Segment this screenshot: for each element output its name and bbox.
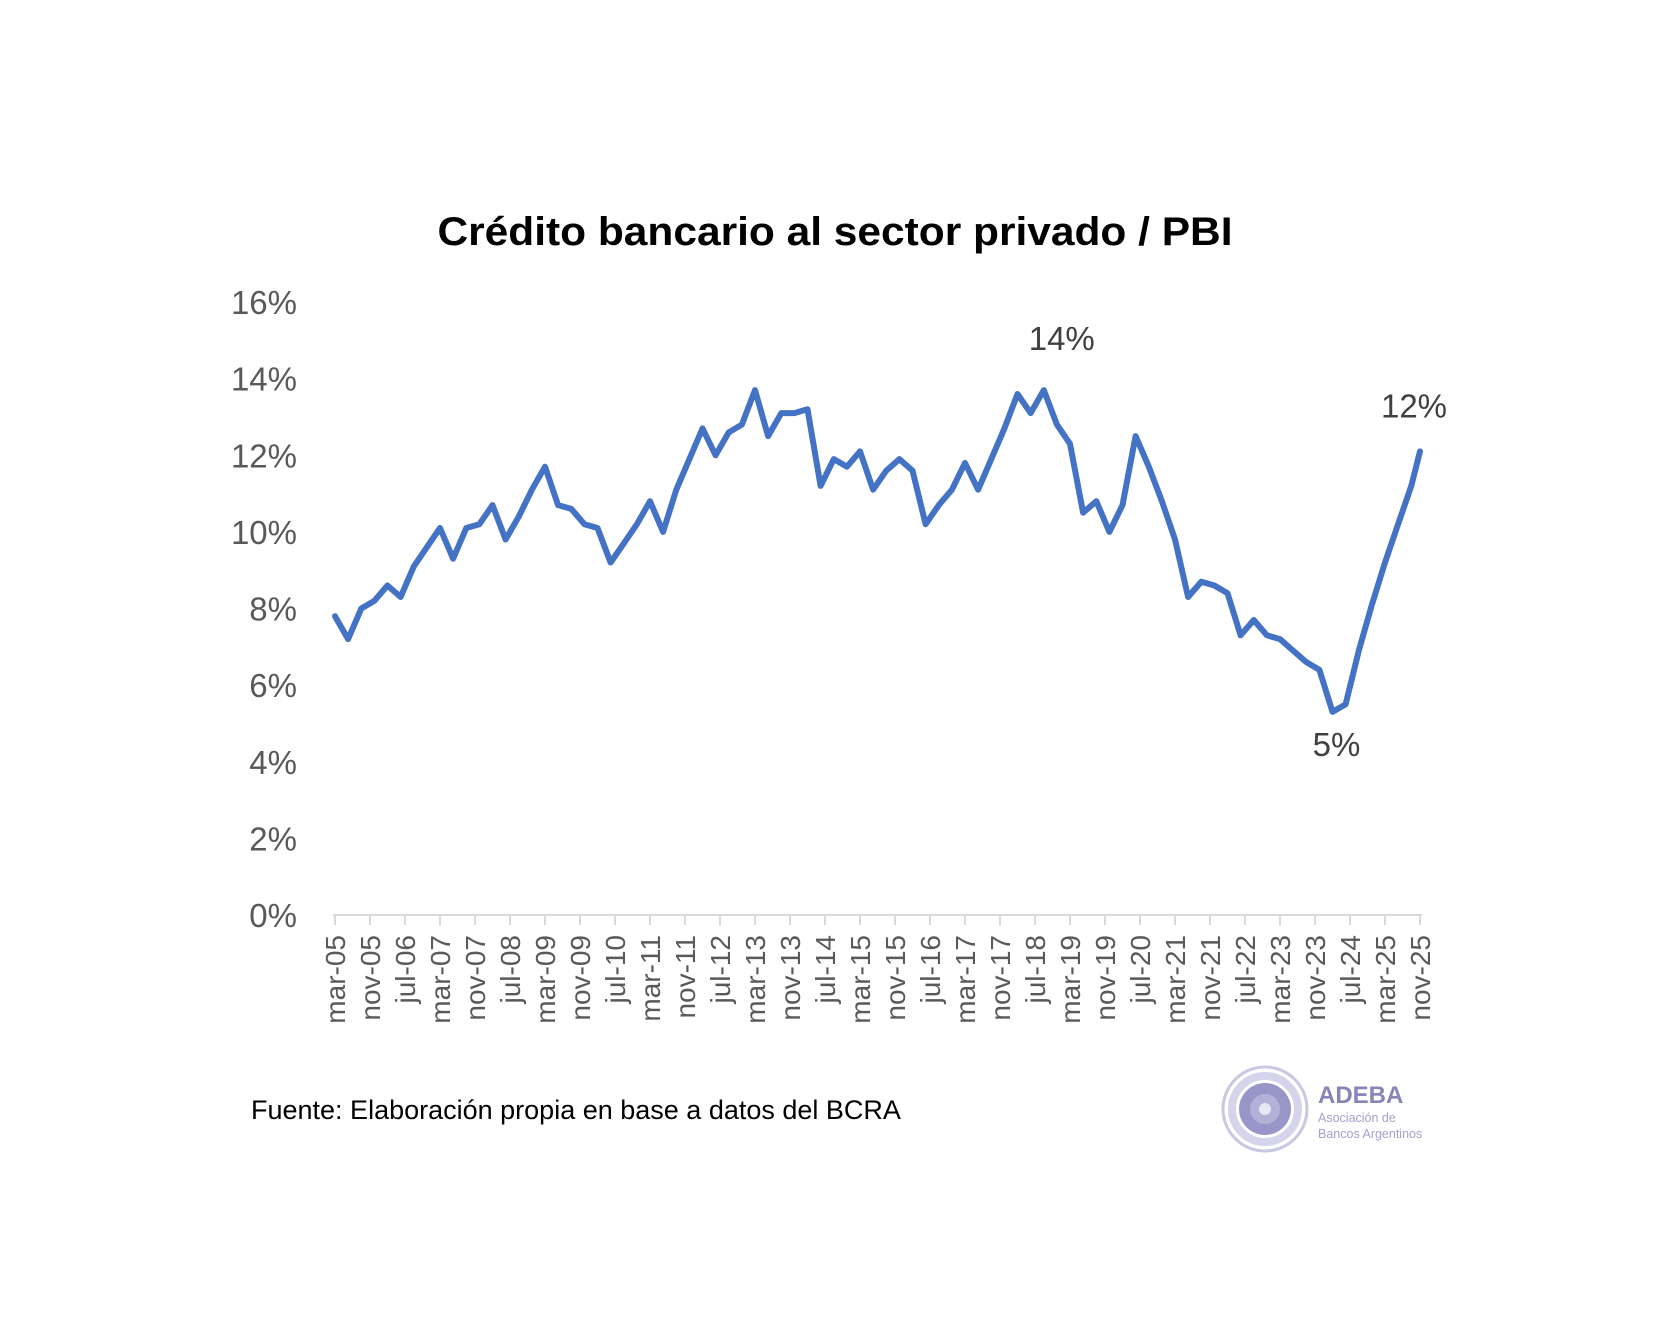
series-line <box>332 387 1423 715</box>
x-tick-label: mar-09 <box>530 935 561 1024</box>
logo-subtitle-2: Bancos Argentinos <box>1318 1127 1422 1141</box>
data-label: 12% <box>1381 387 1447 424</box>
y-axis: 0% 2% 4% 6% 8% 10% 12% 14% 16% <box>231 284 297 934</box>
x-tick-label: nov-21 <box>1195 935 1226 1021</box>
y-tick-label: 0% <box>249 897 297 934</box>
y-tick-label: 16% <box>231 284 297 321</box>
x-tick-label: nov-23 <box>1300 935 1331 1021</box>
x-tick-label: mar-13 <box>740 935 771 1024</box>
x-tick-label: mar-15 <box>845 935 876 1024</box>
data-label: 14% <box>1029 320 1095 357</box>
data-label: 5% <box>1313 726 1361 763</box>
y-tick-label: 6% <box>249 667 297 704</box>
x-tick-label: jul-20 <box>1125 935 1156 1004</box>
data-points <box>334 390 1421 713</box>
y-tick-label: 10% <box>231 514 297 551</box>
x-tick-label: jul-24 <box>1335 935 1366 1004</box>
x-tick-label: nov-25 <box>1405 935 1436 1021</box>
x-tick-label: mar-11 <box>635 935 666 1022</box>
data-labels: 14% 5% 12% <box>1029 320 1447 763</box>
x-tick-label: jul-08 <box>495 935 526 1004</box>
x-tick-label: mar-25 <box>1370 935 1401 1024</box>
x-tick-label: jul-06 <box>390 935 421 1004</box>
x-tick-label: jul-10 <box>600 935 631 1004</box>
x-tick-label: jul-22 <box>1230 935 1261 1004</box>
x-tick-label: jul-12 <box>705 935 736 1004</box>
x-tick-label: mar-05 <box>320 935 351 1024</box>
x-tick-label: nov-09 <box>565 935 596 1021</box>
x-tick-label: nov-13 <box>775 935 806 1021</box>
adeba-logo: ADEBA Asociación de Bancos Argentinos <box>1221 1065 1422 1153</box>
y-tick-label: 8% <box>249 591 297 628</box>
x-axis: mar-05 nov-05 jul-06 mar-07 nov-07 jul-08 mar-… <box>320 914 1436 1024</box>
x-tick-label: mar-21 <box>1160 935 1191 1024</box>
x-tick-label: nov-05 <box>355 935 386 1021</box>
x-tick-label: nov-19 <box>1090 935 1121 1021</box>
x-tick-label: nov-07 <box>460 935 491 1021</box>
x-tick-label: nov-17 <box>985 935 1016 1021</box>
x-tick-label: jul-18 <box>1020 935 1051 1004</box>
y-tick-label: 4% <box>249 744 297 781</box>
x-tick-label: nov-15 <box>880 935 911 1021</box>
x-tick-label: jul-16 <box>915 935 946 1004</box>
x-tick-label: mar-17 <box>950 935 981 1024</box>
logo-subtitle-1: Asociación de <box>1318 1111 1396 1125</box>
y-tick-label: 14% <box>231 361 297 398</box>
source-note: Fuente: Elaboración propia en base a dat… <box>251 1095 901 1125</box>
adeba-seal-icon <box>1221 1065 1309 1153</box>
x-tick-label: mar-19 <box>1055 935 1086 1024</box>
x-tick-label: mar-23 <box>1265 935 1296 1024</box>
chart-title: Crédito bancario al sector privado / PBI <box>438 210 1233 254</box>
x-tick-label: nov-11 <box>670 935 701 1019</box>
logo-name: ADEBA <box>1318 1082 1403 1109</box>
y-tick-label: 12% <box>231 437 297 474</box>
x-tick-label: jul-14 <box>810 935 841 1004</box>
x-tick-label: mar-07 <box>425 935 456 1024</box>
y-tick-label: 2% <box>249 820 297 857</box>
